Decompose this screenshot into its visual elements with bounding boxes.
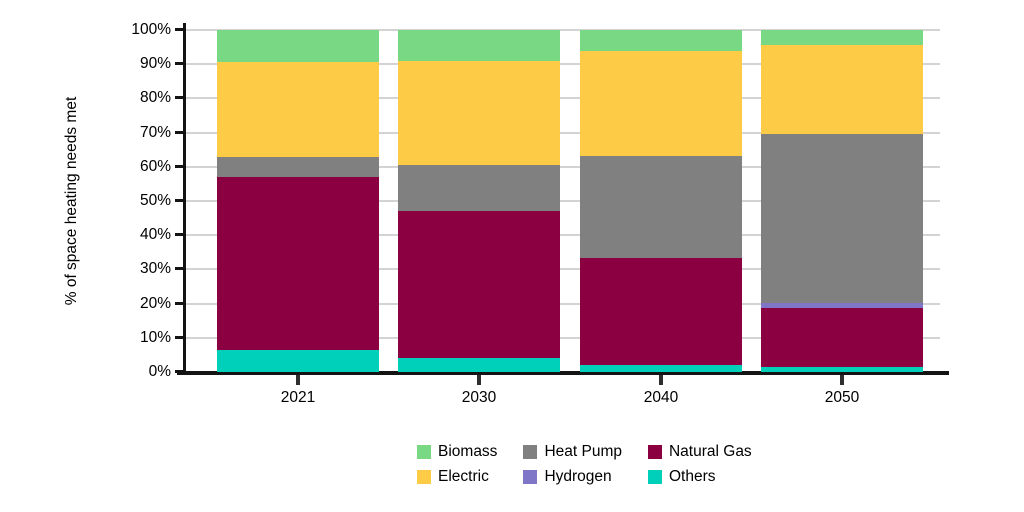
- x-tick-label: 2050: [824, 389, 860, 406]
- x-tick-label: 2021: [280, 389, 316, 406]
- gridline: [186, 268, 940, 271]
- bar-segment-others-2021: [217, 350, 379, 372]
- y-tick-label: 10%: [139, 329, 171, 346]
- x-axis-line: [177, 371, 949, 375]
- y-tick-label: 40%: [139, 226, 171, 243]
- legend-label: Hydrogen: [544, 468, 612, 485]
- y-tick-label: 100%: [131, 21, 171, 38]
- bar-segment-natural-gas-2030: [398, 211, 560, 358]
- gridline: [186, 302, 940, 305]
- legend-label: Electric: [438, 468, 489, 485]
- bar-segment-others-2050: [761, 367, 923, 372]
- bar-segment-natural-gas-2040: [580, 258, 742, 365]
- bar-segment-natural-gas-2050: [761, 308, 923, 367]
- x-tick-label: 2040: [643, 389, 679, 406]
- plot-area: [175, 23, 949, 385]
- gridline: [186, 200, 940, 202]
- x-tick: [659, 375, 663, 385]
- legend-item-biomass: Biomass: [417, 443, 497, 461]
- y-axis-line: [183, 23, 186, 374]
- legend-item-others: Others: [647, 468, 752, 486]
- y-tick-label: 0%: [148, 363, 171, 380]
- y-tick: [175, 62, 183, 66]
- bar-segment-biomass-2040: [580, 30, 742, 51]
- gridline: [186, 97, 940, 100]
- y-tick: [175, 164, 183, 168]
- gridline: [186, 29, 940, 31]
- legend-swatch-icon: [523, 470, 538, 484]
- bar-segment-electric-2040: [580, 51, 742, 156]
- legend-item-electric: Electric: [417, 468, 497, 486]
- bar-segment-heat-pump-2050: [761, 134, 923, 303]
- gridline: [186, 336, 940, 339]
- legend-swatch-icon: [647, 470, 662, 484]
- y-tick-label: 20%: [139, 295, 171, 312]
- bar-segment-heat-pump-2040: [580, 156, 742, 258]
- bar-segment-biomass-2050: [761, 30, 923, 45]
- legend-swatch-icon: [523, 445, 538, 459]
- bar-segment-hydrogen-2050: [761, 303, 923, 308]
- y-tick: [175, 267, 183, 271]
- x-tick-label: 2030: [461, 389, 497, 406]
- legend-label: Heat Pump: [544, 443, 622, 460]
- y-tick: [175, 130, 183, 134]
- gridline: [186, 165, 940, 168]
- y-tick-label: 80%: [139, 89, 171, 106]
- x-tick: [477, 375, 481, 385]
- y-tick-label: 90%: [139, 55, 171, 72]
- y-tick-label: 50%: [139, 192, 171, 209]
- legend-swatch-icon: [417, 470, 431, 484]
- gridline: [186, 131, 940, 134]
- y-tick-label: 60%: [139, 158, 171, 175]
- bar-segment-electric-2050: [761, 45, 923, 134]
- y-tick: [175, 199, 183, 202]
- x-tick: [296, 375, 300, 385]
- legend-swatch-icon: [417, 445, 431, 459]
- legend-label: Others: [668, 468, 716, 485]
- bar-segment-biomass-2030: [398, 30, 560, 61]
- gridline: [186, 63, 940, 66]
- legend-item-natural-gas: Natural Gas: [647, 443, 752, 461]
- legend-item-hydrogen: Hydrogen: [523, 468, 622, 486]
- legend: Biomass Heat Pump Natural Gas Electric Hydro…: [417, 443, 752, 486]
- y-tick: [175, 233, 183, 237]
- y-axis-title: % of space heating needs met: [63, 96, 80, 306]
- y-tick: [175, 370, 183, 373]
- legend-label: Natural Gas: [668, 443, 752, 460]
- x-tick: [840, 375, 844, 385]
- y-tick-label: 70%: [139, 124, 171, 141]
- legend-item-heat-pump: Heat Pump: [523, 443, 622, 461]
- bar-segment-heat-pump-2030: [398, 165, 560, 211]
- y-tick: [175, 28, 183, 31]
- y-tick: [175, 335, 183, 339]
- bar-segment-others-2040: [580, 365, 742, 372]
- bar-segment-electric-2021: [217, 62, 379, 157]
- bar-segment-biomass-2021: [217, 30, 379, 62]
- bar-segment-natural-gas-2021: [217, 177, 379, 350]
- y-tick: [175, 301, 183, 305]
- bar-segment-others-2030: [398, 358, 560, 372]
- legend-label: Biomass: [438, 443, 498, 460]
- bar-segment-heat-pump-2021: [217, 157, 379, 177]
- gridline: [186, 234, 940, 237]
- legend-swatch-icon: [647, 445, 662, 459]
- y-tick: [175, 96, 183, 100]
- y-tick-label: 30%: [139, 260, 171, 277]
- bar-segment-electric-2030: [398, 61, 560, 165]
